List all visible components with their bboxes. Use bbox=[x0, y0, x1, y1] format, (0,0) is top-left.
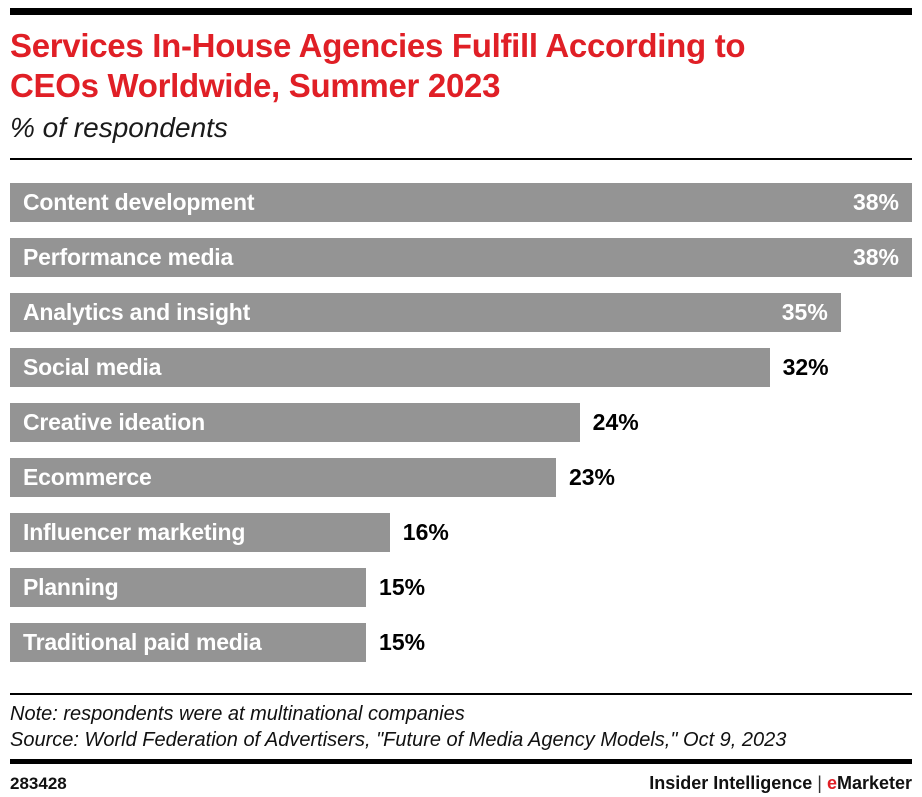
source-text: Source: World Federation of Advertisers,… bbox=[10, 729, 787, 751]
chart-id: 283428 bbox=[10, 774, 67, 793]
bar-value-label: 32% bbox=[782, 354, 829, 380]
bar-row: Performance media 38% bbox=[10, 238, 912, 277]
bar-row: Analytics and insight 35% bbox=[10, 293, 912, 332]
chart-title: Services In-House Agencies Fulfill Accor… bbox=[10, 26, 912, 106]
bar-category-label: Traditional paid media bbox=[23, 629, 262, 655]
bar-value-label: 35% bbox=[781, 299, 828, 325]
bar: Influencer marketing bbox=[10, 513, 390, 552]
bar-row: Ecommerce 23% bbox=[10, 458, 912, 497]
chart-title-line2: CEOs Worldwide, Summer 2023 bbox=[10, 67, 501, 104]
bar-row: Creative ideation 24% bbox=[10, 403, 912, 442]
bar-rows: Content development 38% Performance media 3… bbox=[10, 183, 912, 662]
bar-value-label: 24% bbox=[592, 409, 639, 435]
bar-row: Traditional paid media 15% bbox=[10, 623, 912, 662]
bar: Planning bbox=[10, 568, 367, 607]
bar: Analytics and insight 35% bbox=[10, 293, 841, 332]
bar: Ecommerce bbox=[10, 458, 556, 497]
bar-category-label: Influencer marketing bbox=[23, 519, 246, 545]
bar-row: Planning 15% bbox=[10, 568, 912, 607]
bar-chart: Content development 38% Performance media 3… bbox=[10, 183, 912, 662]
brand-emarketer-e: e bbox=[826, 773, 837, 793]
bar-row: Social media 32% bbox=[10, 348, 912, 387]
note-text: Note: respondents were at multinational … bbox=[10, 703, 465, 725]
bar-value-label: 38% bbox=[852, 244, 899, 270]
bar-category-label: Analytics and insight bbox=[23, 299, 251, 325]
footer: 283428 Insider Intelligence | eMarketer bbox=[10, 773, 912, 794]
bar-row: Content development 38% bbox=[10, 183, 912, 222]
bar: Creative ideation bbox=[10, 403, 580, 442]
bar-category-label: Social media bbox=[23, 354, 162, 380]
bar: Performance media 38% bbox=[10, 238, 912, 277]
bar-value-label: 15% bbox=[379, 574, 426, 600]
footnotes: Note: respondents were at multinational … bbox=[10, 701, 912, 753]
bar-category-label: Content development bbox=[23, 189, 255, 215]
footer-rule bbox=[10, 759, 912, 764]
top-rule bbox=[10, 8, 912, 15]
footnote-divider-rule bbox=[10, 693, 912, 695]
brand-divider: | bbox=[817, 773, 822, 793]
bar-value-label: 15% bbox=[379, 629, 426, 655]
bar-category-label: Performance media bbox=[23, 244, 234, 270]
bar: Content development 38% bbox=[10, 183, 912, 222]
brand-lockup: Insider Intelligence | eMarketer bbox=[649, 773, 912, 794]
bar: Social media bbox=[10, 348, 770, 387]
bar-row: Influencer marketing 16% bbox=[10, 513, 912, 552]
chart-subtitle: % of respondents bbox=[10, 112, 228, 143]
brand-emarketer-rest: Marketer bbox=[836, 773, 912, 793]
bar-value-label: 23% bbox=[568, 464, 615, 490]
header-divider-rule bbox=[10, 158, 912, 160]
bar-category-label: Creative ideation bbox=[23, 409, 205, 435]
chart-title-line1: Services In-House Agencies Fulfill Accor… bbox=[10, 27, 746, 64]
bar-value-label: 38% bbox=[852, 189, 899, 215]
bar: Traditional paid media bbox=[10, 623, 367, 662]
brand-insider-intelligence: Insider Intelligence bbox=[649, 773, 813, 793]
bar-category-label: Planning bbox=[23, 574, 119, 600]
bar-category-label: Ecommerce bbox=[23, 464, 152, 490]
bar-value-label: 16% bbox=[402, 519, 449, 545]
